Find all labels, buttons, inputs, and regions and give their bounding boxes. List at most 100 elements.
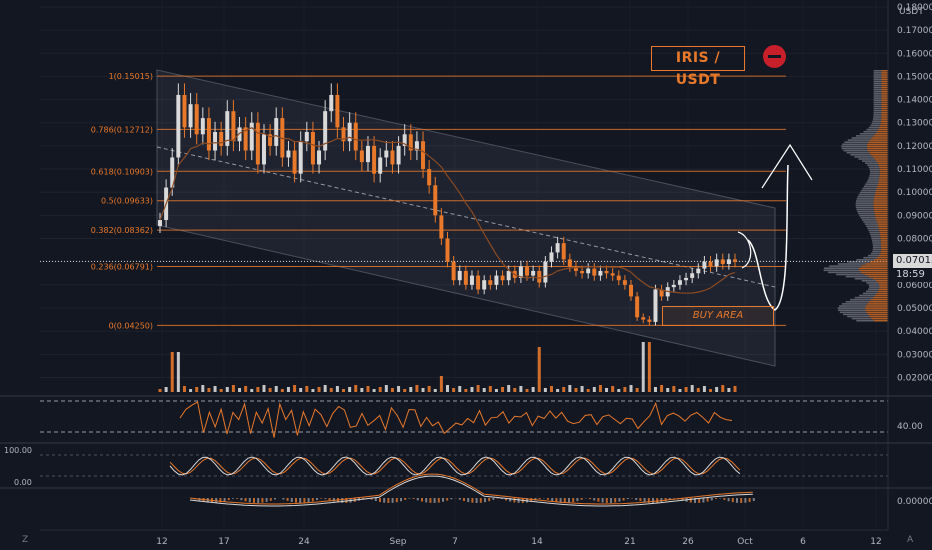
profile-bar [879,166,888,169]
profile-bar [858,212,875,215]
candle-body [298,141,303,174]
profile-bar [863,256,877,259]
auto-scale-button[interactable]: A [907,535,914,545]
volume-bar [390,388,394,392]
candle-body [543,261,548,283]
macd-bar [715,498,717,499]
candle-body [378,157,383,174]
profile-bar [855,135,874,137]
profile-bar [876,130,888,133]
candle-body [659,289,664,297]
candle-body [518,266,523,278]
candle-body [384,150,389,158]
profile-bar [870,252,881,255]
profile-bar [881,114,888,116]
profile-bar [868,166,880,169]
volume-bar [299,388,303,392]
candle-body [286,150,291,158]
profile-bar [873,116,882,118]
volume-bar [507,385,511,392]
profile-bar [856,319,874,322]
macd-bar [513,498,516,503]
profile-bar [873,70,882,72]
profile-bar [873,200,888,202]
profile-bar [876,292,888,295]
profile-bar [878,164,888,167]
profile-bar [876,160,888,162]
profile-bar [856,259,874,261]
profile-bar [871,317,888,320]
candle-body [561,243,566,260]
volume-bar [348,387,352,392]
price-tick: 0.10000 [897,188,932,198]
profile-bar [876,219,888,221]
candle-body [488,280,493,285]
macd-bar [236,498,239,499]
time-axis: 12 17 24 Sep 7 14 21 26 Oct 6 12 [40,529,888,547]
profile-bar [866,282,879,284]
volume-bar [586,389,590,392]
volume-profile [823,70,888,322]
profile-bar [878,227,888,230]
profile-bar [873,107,882,110]
profile-bar [880,235,888,238]
buy-area-label: BUY AREA [662,306,774,326]
macd-bar [328,498,331,501]
candle-body [408,134,413,151]
profile-bar [867,164,879,167]
candle-body [359,150,364,163]
volume-bar [525,389,529,392]
profile-bar [869,139,888,141]
candle-body [671,284,676,288]
profile-bar [868,177,880,179]
macd-bar [370,498,373,500]
macd-bar [421,498,423,502]
volume-bar [311,389,315,392]
volume-bar [519,386,523,392]
macd-bar [412,498,415,499]
profile-bar [879,168,888,171]
profile-bar [875,217,888,219]
candle-body [365,145,370,163]
profile-bar [867,179,879,181]
candle-body [531,270,536,276]
macd-bar [702,498,705,503]
profile-bar [875,294,888,297]
profile-bar [850,298,871,301]
macd-bar [605,498,608,503]
volume-bar [672,386,676,392]
macd-bar [509,498,512,502]
volume-bar [562,387,566,392]
volume-bar [623,387,627,392]
macd-bar [555,498,558,503]
volume-bar [189,389,193,392]
volume-bar [213,386,217,392]
volume-bar [611,386,615,392]
profile-bar [881,74,888,76]
profile-bar [873,296,888,299]
profile-bar [844,141,869,143]
profile-bar [859,269,888,272]
currency-label: USDT [899,7,924,17]
fib-label: 0.618(0.10903) [91,167,153,176]
profile-bar [828,271,862,274]
volume-bar [580,386,584,392]
macd-bar [387,498,390,503]
macd-bar [719,498,722,499]
macd-bar [437,498,440,503]
candle-body [353,122,358,151]
profile-bar [868,141,888,143]
macd-bar [559,498,562,503]
profile-bar [878,290,888,293]
macd-bar [479,498,482,503]
timezone-button[interactable]: Z [22,535,29,545]
volume-bar [641,342,645,392]
profile-bar [869,151,888,154]
profile-bar [872,156,888,158]
volume-bar [709,389,713,392]
profile-bar [869,172,880,175]
macd-bar [467,498,470,503]
volume-bar [476,385,480,392]
macd-bar [626,498,629,500]
